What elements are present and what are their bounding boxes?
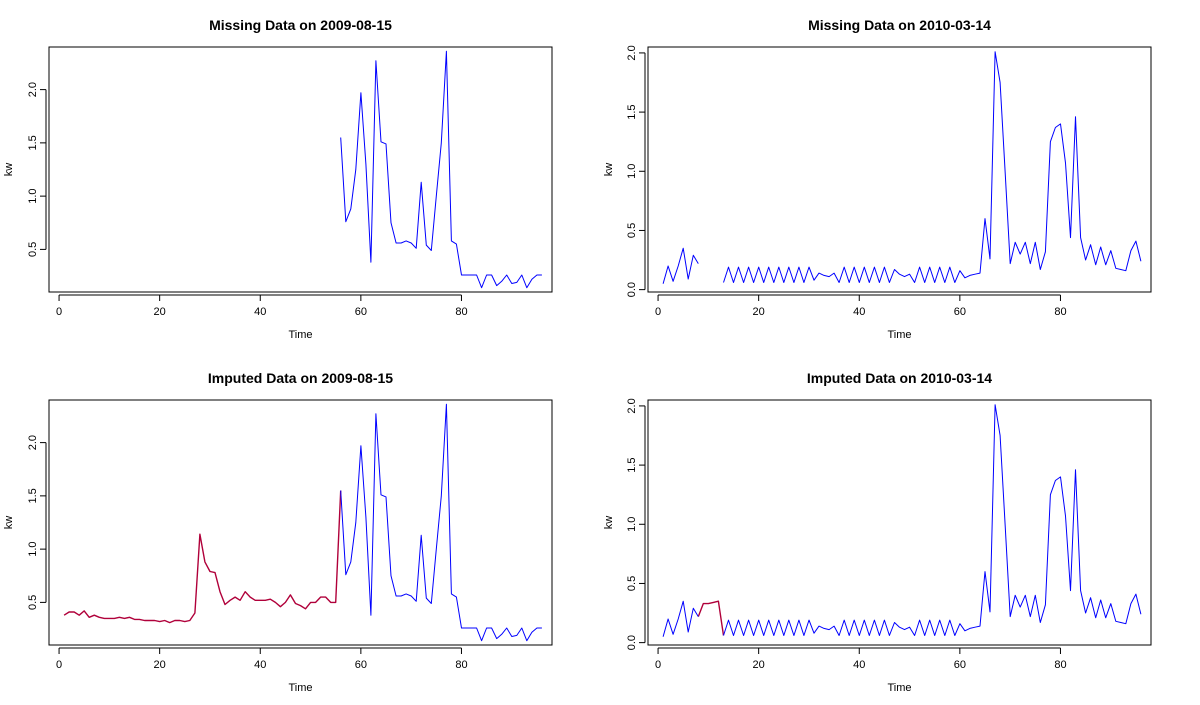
y-tick-label: 0.5 xyxy=(626,576,638,591)
observed-series-line xyxy=(340,50,542,289)
x-tick-label: 0 xyxy=(56,306,62,318)
y-tick-label: 2.0 xyxy=(27,435,39,450)
x-tick-label: 0 xyxy=(56,659,62,671)
x-axis-label: Time xyxy=(288,682,312,694)
y-tick-label: 1.0 xyxy=(27,541,39,556)
observed-series-line xyxy=(662,600,699,637)
y-tick-label: 1.0 xyxy=(27,188,39,203)
x-tick-label: 80 xyxy=(455,659,467,671)
y-tick-label: 1.0 xyxy=(626,517,638,532)
x-tick-label: 80 xyxy=(1054,659,1066,671)
chart-panel-3: Imputed Data on 2009-08-15 Time kw 0 20 40 60 8… xyxy=(3,370,553,694)
y-tick-label: 1.0 xyxy=(626,164,638,179)
y-tick-label: 0.0 xyxy=(626,282,638,297)
plot-frame xyxy=(48,46,553,293)
x-tick-label: 40 xyxy=(254,659,266,671)
plot-frame xyxy=(48,399,553,646)
y-tick-label: 1.5 xyxy=(626,457,638,472)
chart-panel-1: Missing Data on 2009-08-15 Time kw 0 20 40 60 8… xyxy=(3,17,553,341)
x-tick-label: 60 xyxy=(954,659,966,671)
x-tick-label: 20 xyxy=(154,306,166,318)
chart-title: Missing Data on 2010-03-14 xyxy=(808,17,991,33)
observed-series-line xyxy=(723,404,1142,636)
chart-panel-2: Missing Data on 2010-03-14 Time kw 0 20 40 60 8… xyxy=(603,17,1152,341)
x-tick-label: 40 xyxy=(853,306,865,318)
y-tick-label: 2.0 xyxy=(27,82,39,97)
x-axis-label: Time xyxy=(887,329,911,341)
y-axis-label: kw xyxy=(3,516,15,530)
observed-series-line xyxy=(662,247,699,284)
y-axis-label: kw xyxy=(603,163,615,177)
x-tick-label: 0 xyxy=(655,659,661,671)
x-axis-label: Time xyxy=(887,682,911,694)
x-tick-label: 60 xyxy=(355,306,367,318)
x-tick-label: 20 xyxy=(753,306,765,318)
y-tick-label: 0.0 xyxy=(626,635,638,650)
chart-panel-4: Imputed Data on 2010-03-14 Time kw 0 20 40 60 8… xyxy=(603,370,1152,694)
x-axis-label: Time xyxy=(288,329,312,341)
x-tick-label: 40 xyxy=(254,306,266,318)
observed-series-line xyxy=(340,403,542,642)
y-tick-label: 1.5 xyxy=(27,488,39,503)
x-tick-label: 80 xyxy=(1054,306,1066,318)
x-tick-label: 0 xyxy=(655,306,661,318)
x-tick-label: 60 xyxy=(355,659,367,671)
y-axis-label: kw xyxy=(603,516,615,530)
y-tick-label: 0.5 xyxy=(27,242,39,257)
y-tick-label: 2.0 xyxy=(626,398,638,413)
y-tick-label: 2.0 xyxy=(626,45,638,60)
imputed-series-line xyxy=(63,490,342,624)
y-tick-label: 1.5 xyxy=(27,135,39,150)
x-tick-label: 20 xyxy=(753,659,765,671)
x-tick-label: 80 xyxy=(455,306,467,318)
plot-frame xyxy=(647,46,1152,293)
chart-title: Imputed Data on 2009-08-15 xyxy=(208,370,393,386)
y-tick-label: 1.5 xyxy=(626,104,638,119)
y-axis-label: kw xyxy=(3,163,15,177)
x-tick-label: 20 xyxy=(154,659,166,671)
observed-series-line xyxy=(723,51,1142,283)
x-tick-label: 60 xyxy=(954,306,966,318)
y-tick-label: 0.5 xyxy=(626,223,638,238)
y-tick-label: 0.5 xyxy=(27,595,39,610)
chart-title: Missing Data on 2009-08-15 xyxy=(209,17,392,33)
chart-title: Imputed Data on 2010-03-14 xyxy=(807,370,992,386)
x-tick-label: 40 xyxy=(853,659,865,671)
plot-frame xyxy=(647,399,1152,646)
imputed-series-line xyxy=(697,600,725,636)
